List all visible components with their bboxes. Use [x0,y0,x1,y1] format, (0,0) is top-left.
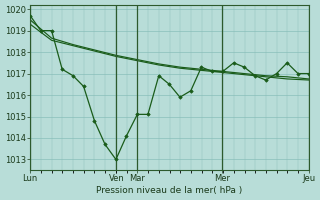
X-axis label: Pression niveau de la mer( hPa ): Pression niveau de la mer( hPa ) [96,186,243,195]
